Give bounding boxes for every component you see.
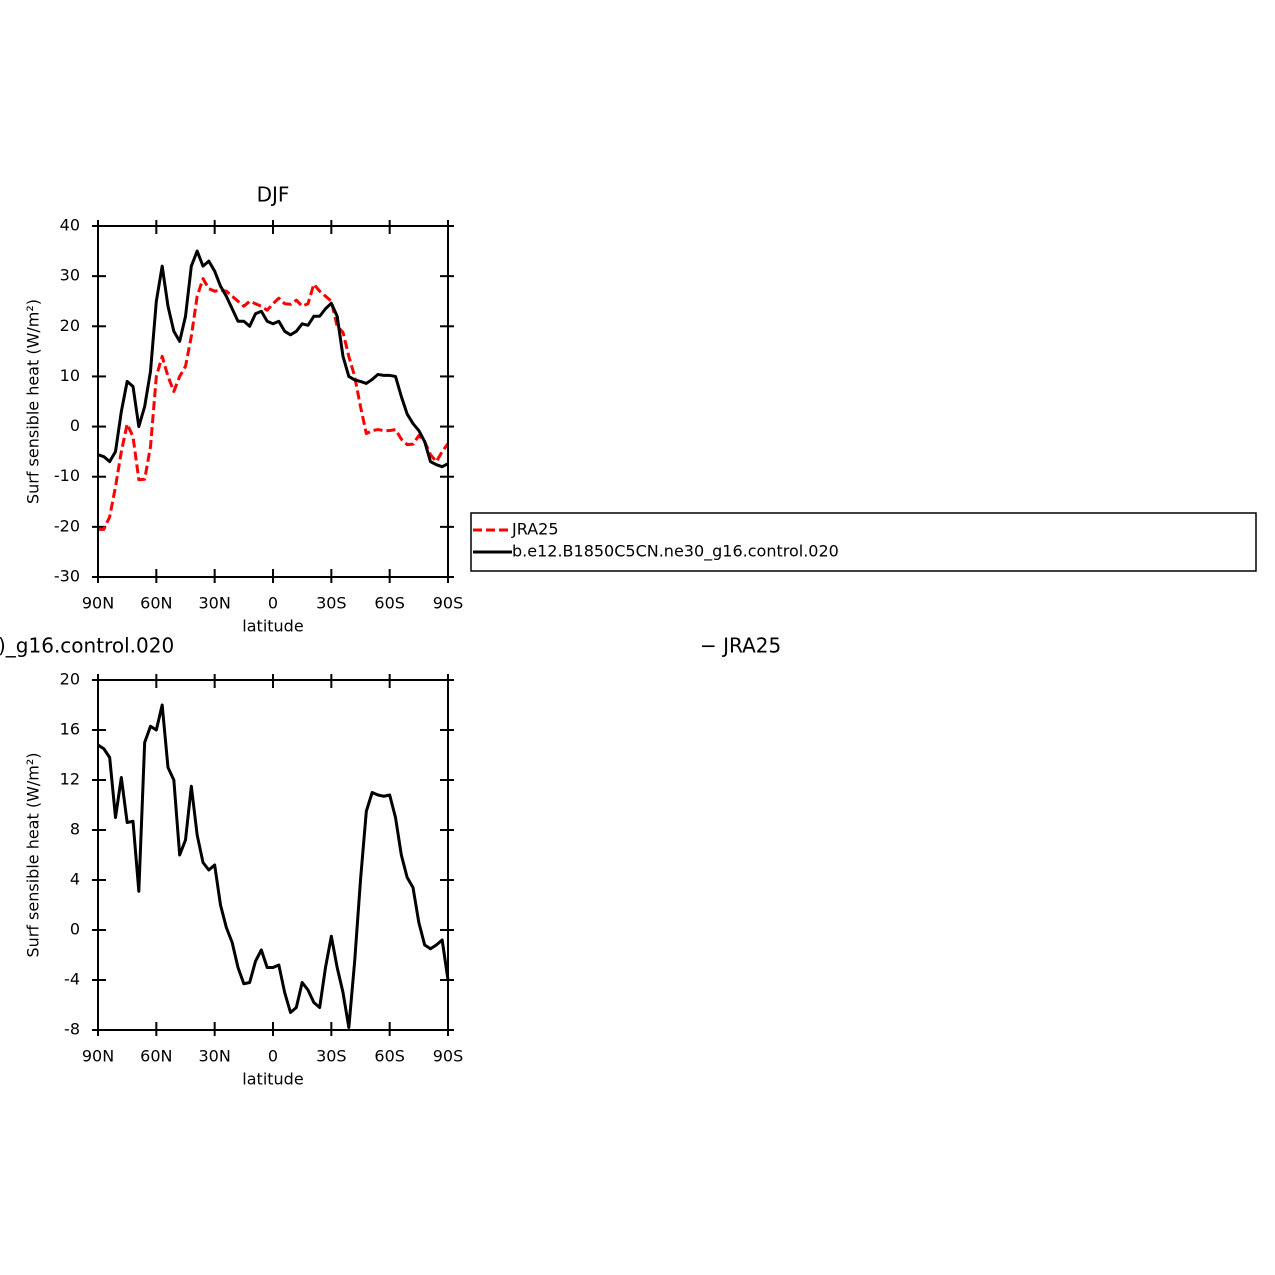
y-tick-label: 0	[70, 416, 80, 435]
y-tick-label: 30	[60, 266, 80, 285]
x-tick-label: 30S	[316, 1047, 347, 1066]
x-tick-label: 60S	[374, 594, 405, 613]
y-axis-label: Surf sensible heat (W/m²)	[24, 299, 43, 504]
series-line	[98, 277, 450, 531]
y-tick-label: 16	[60, 720, 80, 739]
plot-frame	[97, 225, 449, 578]
x-tick-label: 30S	[316, 594, 347, 613]
y-tick-label: 40	[60, 216, 80, 235]
y-tick-label: 12	[60, 770, 80, 789]
plot-frame	[97, 679, 449, 1031]
chart-title: )_g16.control.020	[0, 634, 174, 658]
x-tick-label: 0	[268, 594, 278, 613]
series-line	[97, 249, 449, 469]
x-tick-label: 30N	[199, 1047, 231, 1066]
y-axis-label: Surf sensible heat (W/m²)	[24, 752, 43, 957]
series-line	[97, 703, 450, 1029]
y-tick-label: -10	[54, 466, 80, 485]
legend-label: b.e12.B1850C5CN.ne30_g16.control.020	[512, 542, 839, 562]
x-axis-label: latitude	[242, 1070, 303, 1089]
y-tick-label: -20	[54, 516, 80, 535]
x-tick-label: 90N	[82, 1047, 114, 1066]
y-tick-label: 4	[70, 870, 80, 889]
x-axis-label: latitude	[242, 617, 303, 636]
x-tick-label: 30N	[199, 594, 231, 613]
y-tick-label: 0	[70, 920, 80, 939]
chart-title: DJF	[257, 183, 290, 207]
y-tick-label: 10	[60, 366, 80, 385]
legend-label: JRA25	[511, 520, 559, 539]
y-tick-label: -8	[64, 1020, 80, 1039]
x-tick-label: 0	[268, 1047, 278, 1066]
legend-box	[470, 512, 1257, 572]
y-tick-label: -30	[54, 567, 80, 586]
x-tick-label: 60N	[140, 594, 172, 613]
x-tick-label: 90S	[433, 594, 464, 613]
y-tick-label: 8	[70, 820, 80, 839]
x-tick-label: 90N	[82, 594, 114, 613]
x-tick-label: 60S	[374, 1047, 405, 1066]
x-tick-label: 90S	[433, 1047, 464, 1066]
y-tick-label: 20	[60, 670, 80, 689]
x-tick-label: 60N	[140, 1047, 172, 1066]
y-tick-label: -4	[64, 970, 80, 989]
chart-title: − JRA25	[700, 634, 781, 658]
y-tick-label: 20	[60, 316, 80, 335]
